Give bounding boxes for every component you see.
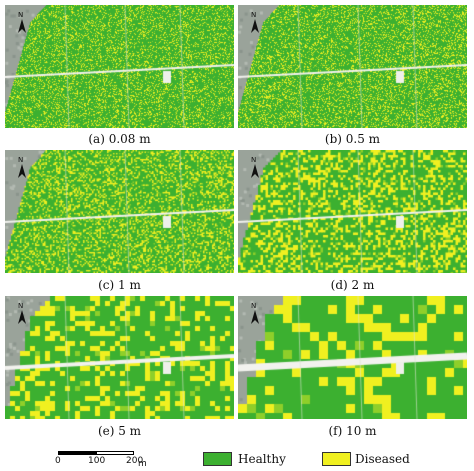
scale-bar-segment-white bbox=[96, 451, 134, 455]
scale-tick-200: 200 bbox=[126, 456, 144, 466]
caption-f: (f) 10 m bbox=[328, 424, 377, 438]
map-panel-a: N bbox=[5, 5, 234, 128]
classification-map-d bbox=[238, 150, 467, 273]
north-arrow-icon: N bbox=[15, 11, 29, 37]
map-panel-f: N bbox=[238, 296, 467, 419]
caption-c: (c) 1 m bbox=[98, 278, 141, 292]
caption-e: (e) 5 m bbox=[97, 424, 142, 438]
classification-map-c bbox=[5, 150, 234, 273]
map-panel-b: N bbox=[238, 5, 467, 128]
classification-map-b bbox=[238, 5, 467, 128]
north-letter: N bbox=[251, 11, 257, 19]
north-letter: N bbox=[18, 11, 24, 19]
scale-bar: 0 100 200 m bbox=[55, 451, 158, 471]
north-arrow-icon: N bbox=[15, 156, 29, 182]
scale-unit: m bbox=[138, 459, 147, 469]
north-letter: N bbox=[18, 302, 24, 310]
map-panel-c: N bbox=[5, 150, 234, 273]
north-arrow-icon: N bbox=[248, 11, 262, 37]
scale-tick-100: 100 bbox=[88, 456, 106, 466]
caption-b: (b) 0.5 m bbox=[324, 132, 381, 146]
classification-map-f bbox=[238, 296, 467, 419]
scale-tick-0: 0 bbox=[55, 456, 61, 466]
legend-label-healthy: Healthy bbox=[238, 452, 286, 466]
north-arrow-icon: N bbox=[248, 156, 262, 182]
map-panel-d: N bbox=[238, 150, 467, 273]
north-arrow-icon: N bbox=[15, 302, 29, 328]
north-letter: N bbox=[251, 156, 257, 164]
scale-bar-segment-black bbox=[58, 451, 96, 455]
caption-d: (d) 2 m bbox=[330, 278, 375, 292]
north-letter: N bbox=[18, 156, 24, 164]
legend-swatch-healthy bbox=[203, 452, 232, 466]
north-letter: N bbox=[251, 302, 257, 310]
map-panel-e: N bbox=[5, 296, 234, 419]
caption-a: (a) 0.08 m bbox=[88, 132, 151, 146]
classification-map-e bbox=[5, 296, 234, 419]
legend-swatch-diseased bbox=[322, 452, 351, 466]
north-arrow-icon: N bbox=[248, 302, 262, 328]
classification-map-a bbox=[5, 5, 234, 128]
legend-label-diseased: Diseased bbox=[355, 452, 410, 466]
